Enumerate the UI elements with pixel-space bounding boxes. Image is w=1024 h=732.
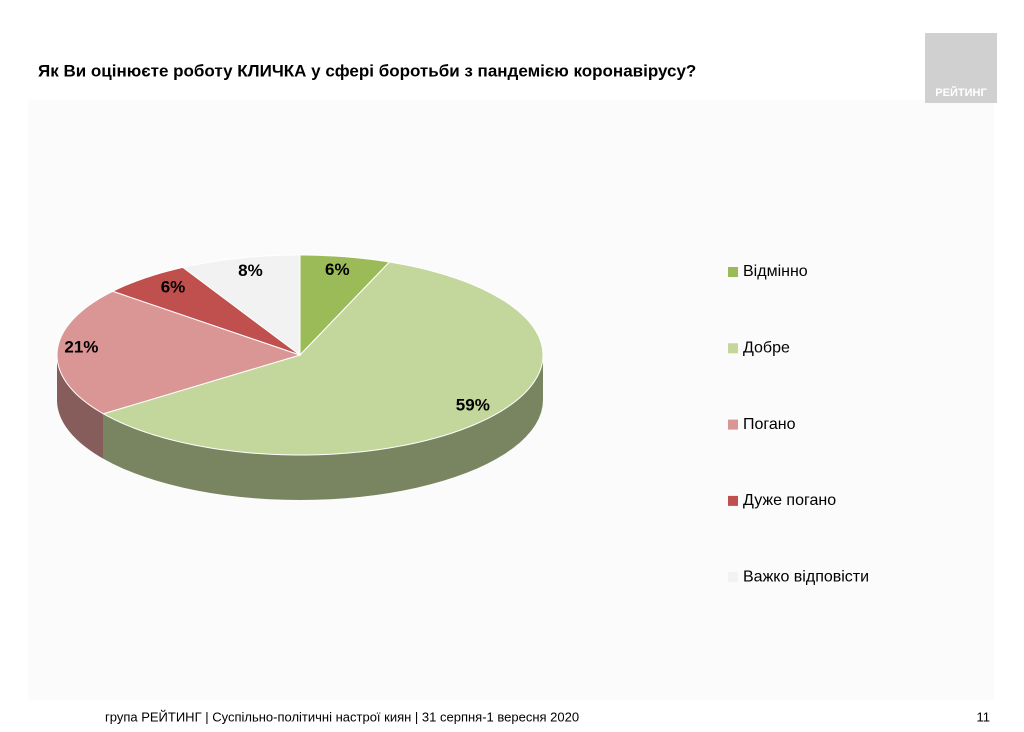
- page-number: 11: [977, 709, 991, 724]
- pie-slice-side: [57, 355, 104, 459]
- legend-label: Відмінно: [743, 263, 808, 280]
- pie-slice: [299, 254, 391, 357]
- legend-label: Добре: [743, 340, 790, 357]
- legend-swatch: [728, 419, 738, 430]
- footer: група РЕЙТИНГ | Суспільно-політичні наст…: [105, 709, 579, 724]
- pie-slice: [56, 290, 302, 415]
- pie-slice-side: [103, 355, 543, 500]
- pie-slice: [111, 266, 301, 356]
- legend-label: Дуже погано: [743, 492, 836, 509]
- legend-label: Погано: [743, 416, 796, 433]
- data-label: 6%: [161, 277, 186, 296]
- chart-title: Як Ви оцінюєте роботу КЛИЧКА у сфері бор…: [38, 61, 696, 80]
- data-label: 8%: [238, 261, 263, 280]
- data-label: 21%: [64, 338, 98, 357]
- legend-swatch: [728, 495, 738, 506]
- legend-label: Важко відповісти: [743, 568, 869, 585]
- pie-slice: [102, 261, 544, 456]
- data-label: 6%: [325, 260, 350, 279]
- legend-swatch: [728, 267, 738, 277]
- legend-swatch: [728, 343, 738, 354]
- legend-swatch: [728, 572, 738, 583]
- logo-box: [925, 33, 997, 103]
- pie-slice: [181, 254, 301, 356]
- logo: РЕЙТИНГ: [935, 86, 987, 99]
- data-label: 59%: [456, 396, 490, 415]
